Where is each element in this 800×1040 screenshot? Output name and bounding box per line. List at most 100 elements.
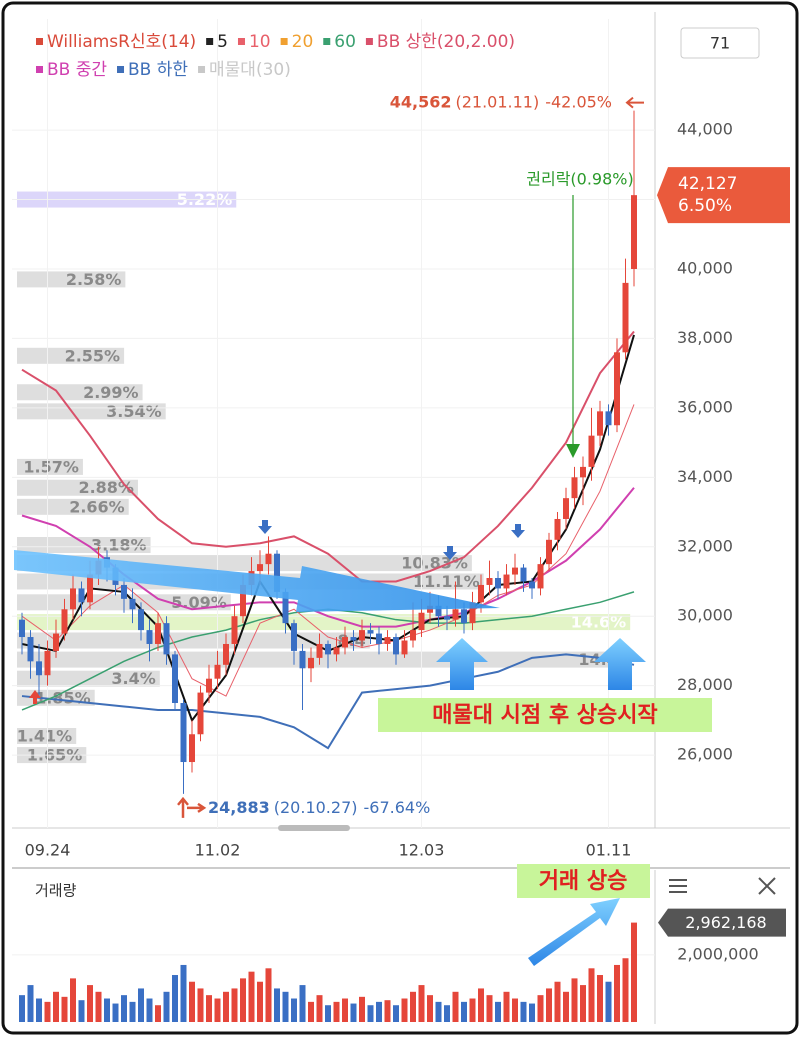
volume-bar	[36, 998, 42, 1022]
candle-body	[265, 553, 272, 565]
scrollbar[interactable]	[278, 825, 350, 831]
candle-body	[19, 619, 25, 638]
candle-body	[342, 637, 348, 648]
candle-body	[588, 435, 595, 467]
profile-bar	[17, 614, 631, 631]
candle-body	[325, 643, 331, 655]
signal-down	[511, 524, 525, 538]
volume-bar	[410, 991, 416, 1022]
volume-bar	[223, 991, 229, 1022]
candle-body	[384, 637, 391, 644]
high-annotation: 44,562 (21.01.11) -42.05%	[390, 92, 612, 111]
volume-bar	[605, 981, 612, 1022]
candle-body	[206, 678, 212, 693]
signal-up	[29, 690, 41, 704]
x-tick-label: 01.11	[586, 841, 632, 860]
high-price: 44,562	[390, 92, 452, 111]
candle-body	[172, 654, 178, 704]
candle-body	[359, 630, 365, 641]
legend-swatch	[280, 38, 288, 45]
y-tick-label: 26,000	[677, 745, 733, 764]
trend-arrow	[14, 550, 500, 612]
candle-body	[554, 518, 561, 540]
y-tick-label: 34,000	[677, 467, 733, 486]
candle-body	[418, 612, 425, 631]
signal-down	[443, 546, 457, 560]
volume-title: 거래량	[35, 882, 77, 900]
volume-bar	[393, 1005, 399, 1022]
legend-swatch	[323, 38, 331, 45]
volume-bar	[274, 988, 280, 1022]
volume-bar	[367, 1005, 374, 1022]
legend-swatch	[237, 38, 245, 45]
y-tick-label: 30,000	[677, 606, 733, 625]
volume-bar	[376, 1001, 382, 1022]
volume-bar	[614, 964, 620, 1022]
volume-arrow	[528, 898, 620, 966]
candle-body	[146, 630, 153, 644]
ex-rights-head	[566, 444, 580, 458]
volume-bar	[486, 995, 493, 1022]
legend-label: 20	[292, 32, 314, 52]
candle-body	[78, 588, 85, 603]
volume-bar	[342, 998, 348, 1022]
menu-icon[interactable]	[669, 879, 687, 893]
candle-body	[240, 584, 246, 617]
profile-bar	[17, 271, 126, 288]
candle-body	[121, 584, 127, 599]
volume-bar	[512, 998, 518, 1022]
volume-bar	[597, 975, 603, 1022]
candle-body	[61, 609, 68, 634]
candle-body	[367, 630, 374, 634]
price-box	[657, 167, 790, 224]
legend-swatch	[36, 66, 43, 73]
volume-bar	[282, 991, 289, 1022]
legend-swatch	[206, 38, 214, 45]
profile-bar	[17, 347, 125, 364]
legend-label: 10	[249, 32, 271, 52]
volume-bar	[163, 991, 170, 1022]
low-change: -67.64%	[363, 797, 430, 816]
legend-label: BB 상한(20,2.00)	[377, 32, 515, 52]
profile-label: 2.66%	[69, 497, 125, 516]
volume-bar	[461, 1001, 467, 1022]
volume-bar	[546, 988, 552, 1022]
indicator-box[interactable]	[680, 27, 760, 59]
volume-bar	[95, 991, 102, 1022]
y-tick-label: 28,000	[677, 675, 733, 694]
x-tick-label: 12.03	[399, 841, 445, 860]
volume-bar	[588, 968, 595, 1022]
volume-bar	[180, 964, 187, 1022]
candle-body	[138, 609, 144, 631]
volume-bar	[146, 998, 153, 1022]
volume-bar	[308, 1001, 314, 1022]
candle-body	[571, 477, 578, 499]
candle-body	[70, 588, 76, 610]
volume-bar	[325, 1005, 331, 1022]
candle-body	[155, 623, 161, 644]
volume-bar	[112, 1003, 119, 1022]
volume-bar	[206, 995, 212, 1022]
callout-box	[378, 698, 712, 732]
volume-last-box	[658, 908, 786, 937]
candle-body	[282, 591, 289, 624]
candle-body	[495, 578, 501, 589]
callout-box	[517, 864, 650, 898]
profile-label: 3.54%	[106, 402, 162, 421]
volume-bar	[172, 975, 178, 1022]
volume-bar	[427, 995, 433, 1022]
volume-bar	[70, 978, 76, 1022]
volume-bar	[333, 1001, 340, 1022]
volume-last-label: 2,962,168	[685, 913, 766, 932]
up-arrow	[594, 638, 646, 690]
candle-body	[180, 703, 187, 763]
candle-body	[308, 657, 314, 669]
legend-swatch	[365, 38, 373, 45]
legend-label: BB 하한	[128, 60, 188, 80]
close-icon[interactable]	[758, 877, 776, 895]
x-tick-label: 11.02	[195, 841, 241, 860]
candle-body	[614, 352, 620, 426]
candle-body	[469, 602, 476, 624]
